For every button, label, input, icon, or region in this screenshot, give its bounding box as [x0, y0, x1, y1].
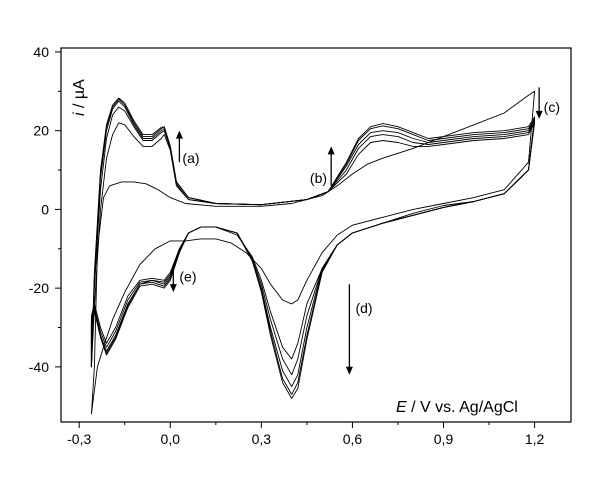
annotation-arrow-head	[175, 130, 183, 139]
x-tick-label: 0,6	[343, 431, 363, 447]
plot-frame	[60, 47, 572, 423]
x-axis: -0,3 0,0 0,3 0,6 0,9 1,2	[67, 422, 545, 447]
annotation-label: (a)	[182, 150, 199, 166]
annotation-arrow-head	[169, 284, 177, 293]
x-tick-label: 0,9	[434, 431, 454, 447]
x-tick-label: 0,3	[252, 431, 272, 447]
annotation-label: (b)	[310, 170, 327, 186]
y-tick-label: 20	[33, 123, 49, 139]
y-tick-label: -20	[29, 280, 49, 296]
x-tick-label: 1,2	[525, 431, 545, 447]
y-tick-label: 40	[33, 44, 49, 60]
x-tick-label: 0,0	[161, 431, 181, 447]
x-axis-title-symbol: E	[396, 399, 407, 416]
cv-cycle-6	[90, 90, 536, 415]
annotation-label: (e)	[179, 268, 196, 284]
annotation-label: (c)	[544, 99, 560, 115]
annotation-group: (a) (b) (c) (d) (e)	[169, 87, 560, 375]
y-axis-title: i / µA	[71, 79, 88, 116]
x-tick-label: -0,3	[67, 431, 91, 447]
x-axis-title: E / V vs. Ag/AgCl	[396, 399, 518, 416]
annotation-label: (d)	[355, 300, 372, 316]
y-axis-title-symbol: i	[71, 112, 88, 116]
annotation-arrow-head	[327, 146, 335, 155]
y-axis-title-unit: / µA	[71, 79, 88, 113]
annotation-arrow-head	[535, 110, 543, 119]
y-tick-label: -40	[29, 359, 49, 375]
series-curves	[90, 90, 536, 415]
x-axis-title-unit: / V vs. Ag/AgCl	[407, 399, 518, 416]
y-tick-label: 0	[41, 201, 49, 217]
annotation-arrow-head	[345, 366, 353, 375]
y-axis: -40 -20 0 20 40	[29, 44, 61, 375]
